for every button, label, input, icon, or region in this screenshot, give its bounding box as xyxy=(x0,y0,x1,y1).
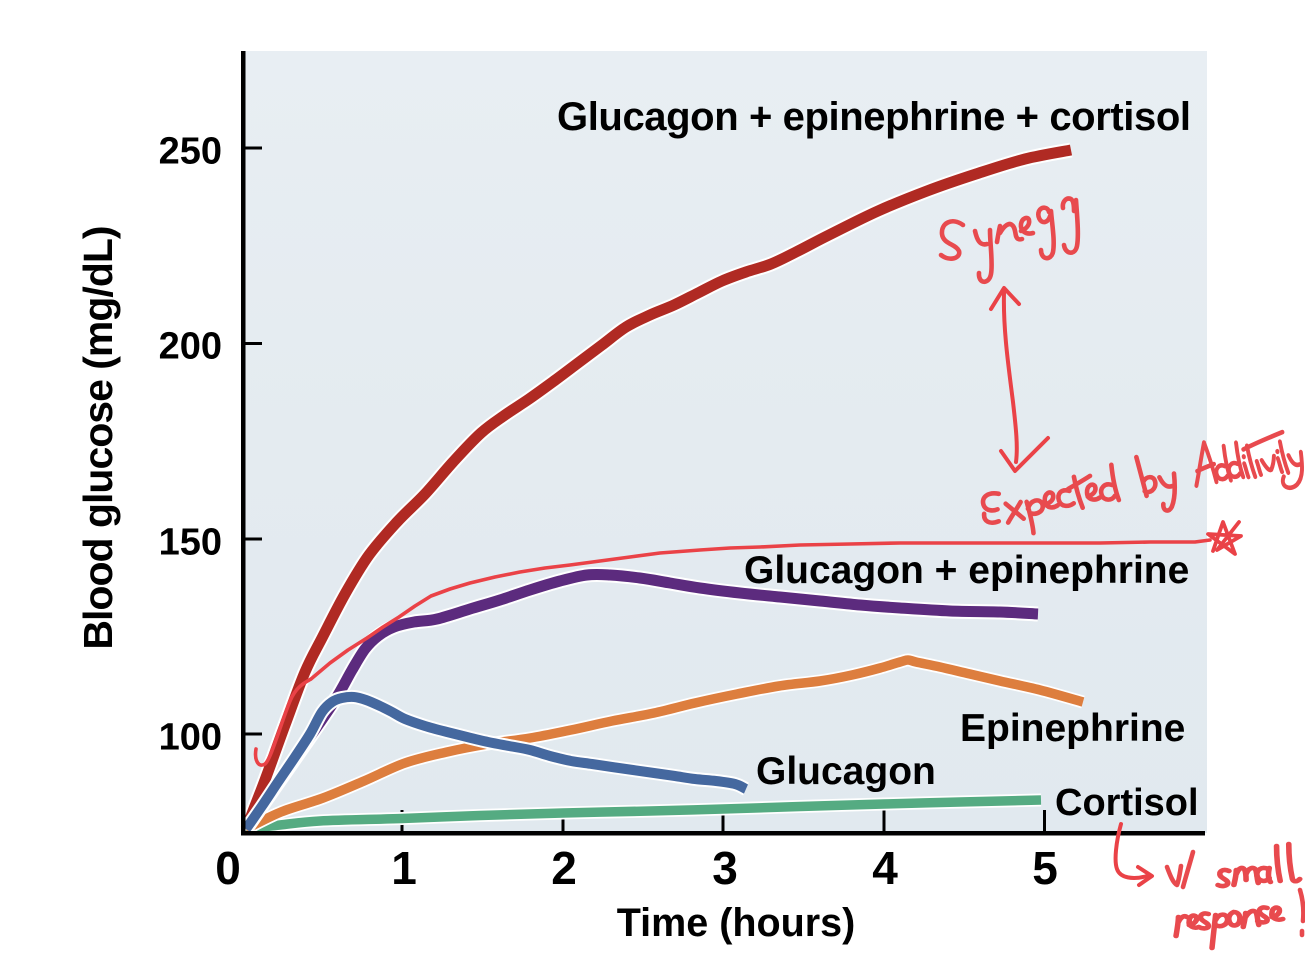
svg-text:Cortisol: Cortisol xyxy=(1055,782,1199,824)
svg-text:2: 2 xyxy=(551,842,577,894)
svg-text:200: 200 xyxy=(159,326,222,368)
svg-text:Time (hours): Time (hours) xyxy=(617,901,856,945)
svg-text:Glucagon + epinephrine: Glucagon + epinephrine xyxy=(744,549,1189,592)
svg-text:250: 250 xyxy=(159,131,222,173)
svg-text:0: 0 xyxy=(215,842,241,894)
svg-text:1: 1 xyxy=(391,842,417,894)
svg-text:150: 150 xyxy=(159,522,222,564)
svg-text:Glucagon + epinephrine + corti: Glucagon + epinephrine + cortisol xyxy=(557,95,1191,139)
svg-text:3: 3 xyxy=(712,842,738,894)
svg-text:Blood glucose (mg/dL): Blood glucose (mg/dL) xyxy=(75,226,121,649)
svg-text:5: 5 xyxy=(1032,842,1058,894)
svg-text:Epinephrine: Epinephrine xyxy=(960,707,1185,750)
svg-text:Glucagon: Glucagon xyxy=(756,750,936,793)
svg-text:4: 4 xyxy=(872,842,898,894)
svg-text:100: 100 xyxy=(159,717,222,759)
